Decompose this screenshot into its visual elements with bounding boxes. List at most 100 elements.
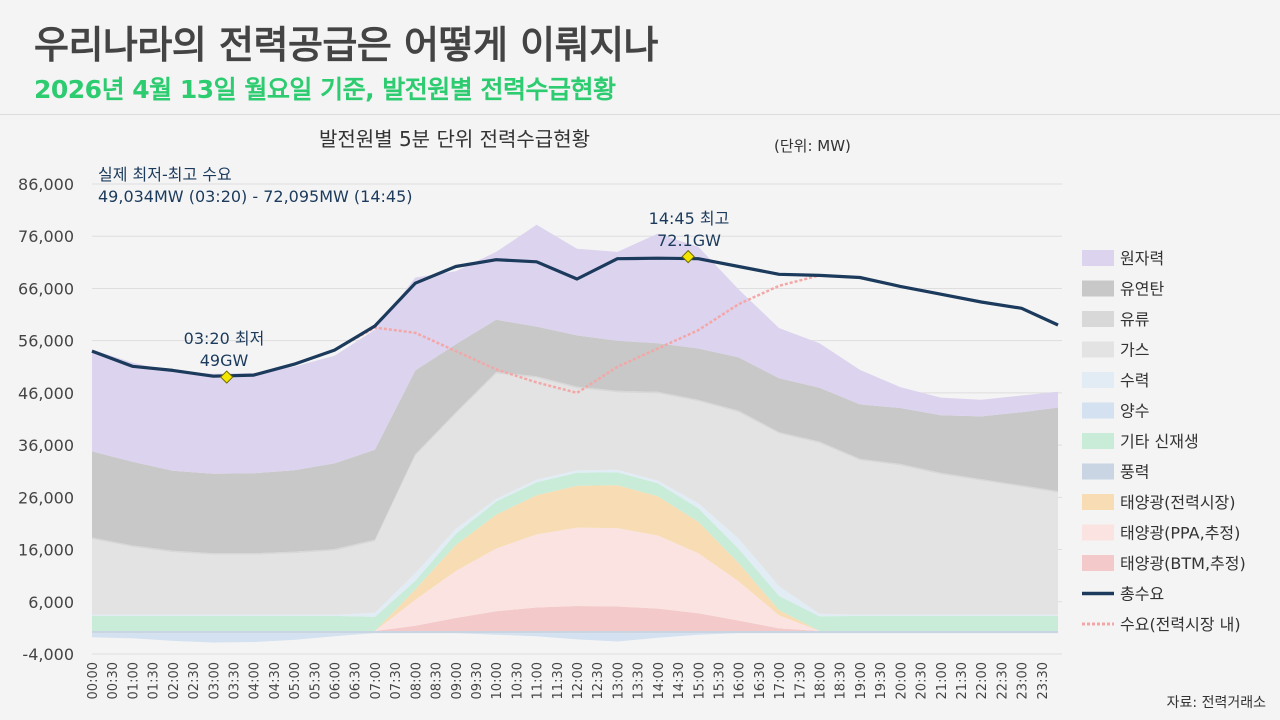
y-tick-label: 86,000 — [18, 175, 74, 194]
legend-swatch — [1082, 555, 1114, 571]
legend-label: 유류 — [1120, 310, 1149, 329]
x-tick-label: 11:00 — [531, 662, 546, 699]
x-tick-label: 00:00 — [86, 662, 101, 699]
legend-swatch — [1082, 372, 1114, 388]
area-태양광(전력시장) — [92, 485, 1058, 631]
legend-swatch — [1082, 433, 1114, 449]
legend-label: 유연탄 — [1120, 280, 1164, 299]
x-tick-label: 11:30 — [551, 662, 566, 699]
y-tick-label: -4,000 — [22, 645, 74, 664]
x-tick-label: 12:00 — [571, 662, 586, 699]
x-tick-label: 03:00 — [207, 662, 222, 699]
x-tick-label: 18:00 — [814, 662, 829, 699]
x-tick-label: 05:00 — [288, 662, 303, 699]
legend-label: 풍력 — [1120, 463, 1149, 482]
y-tick-label: 26,000 — [18, 488, 74, 507]
area-원자력 — [92, 224, 1058, 474]
x-tick-label: 06:30 — [349, 662, 364, 699]
area-가스 — [92, 373, 1058, 615]
line-total-demand — [91, 256, 1059, 378]
area-풍력 — [92, 631, 1058, 634]
demand-lines — [91, 249, 1059, 395]
page-subtitle: 2026년 4월 13일 월요일 기준, 발전원별 전력수급현황 — [34, 75, 616, 104]
x-tick-label: 15:30 — [712, 662, 727, 699]
legend-label: 양수 — [1120, 402, 1149, 421]
x-tick-label: 23:30 — [1036, 662, 1051, 699]
header-divider — [0, 114, 1280, 115]
range-annotation-line1: 실제 최저-최고 수요 — [98, 165, 232, 184]
x-tick-label: 22:30 — [995, 662, 1010, 699]
x-tick-label: 04:00 — [248, 662, 263, 699]
stacked-areas — [92, 224, 1058, 643]
legend-swatch — [1082, 494, 1114, 510]
y-tick-label: 46,000 — [18, 384, 74, 403]
x-tick-label: 01:30 — [147, 662, 162, 699]
max-point-marker — [681, 249, 695, 264]
legend-label: 태양광(전력시장) — [1120, 493, 1236, 512]
x-tick-label: 02:00 — [167, 662, 182, 699]
x-tick-label: 06:00 — [329, 662, 344, 699]
x-tick-label: 02:30 — [187, 662, 202, 699]
area-태양광(BTM,추정) — [92, 606, 1058, 631]
x-tick-label: 09:30 — [470, 662, 485, 699]
x-tick-label: 07:30 — [389, 662, 404, 699]
area-양수 — [92, 633, 1058, 643]
x-tick-label: 13:00 — [611, 662, 626, 699]
x-tick-label: 18:30 — [834, 662, 849, 699]
x-tick-label: 12:30 — [591, 662, 606, 699]
source-note: 자료: 전력거래소 — [1166, 695, 1266, 711]
x-axis: 00:00 00:30 01:00 01:30 02:00 02:30 03:00 03:30… — [86, 662, 1051, 699]
x-tick-label: 13:30 — [632, 662, 647, 699]
x-tick-label: 17:30 — [793, 662, 808, 699]
range-annotation-line2: 49,034MW (03:20) - 72,095MW (14:45) — [98, 187, 413, 206]
min-point-marker — [220, 370, 234, 384]
legend-label: 원자력 — [1120, 249, 1164, 268]
legend-swatch — [1082, 280, 1114, 297]
y-tick-label: 36,000 — [18, 436, 74, 455]
area-유연탄 — [92, 319, 1058, 554]
x-tick-label: 03:30 — [227, 662, 242, 699]
min-annotation-line2: 49GW — [200, 351, 249, 370]
x-tick-label: 05:30 — [308, 662, 323, 699]
legend-swatch — [1082, 250, 1114, 266]
legend-label: 수력 — [1120, 371, 1149, 390]
legend-swatch — [1082, 524, 1114, 541]
legend-swatch — [1082, 463, 1114, 480]
annotations: 실제 최저-최고 수요 49,034MW (03:20) - 72,095MW … — [98, 165, 729, 370]
x-tick-label: 00:30 — [106, 662, 121, 699]
x-tick-label: 23:00 — [1016, 662, 1031, 699]
x-tick-label: 19:30 — [874, 662, 889, 699]
x-tick-label: 16:00 — [733, 662, 748, 699]
chart-unit: (단위: MW) — [774, 137, 851, 155]
legend-label: 태양광(BTM,추정) — [1120, 554, 1246, 573]
x-tick-label: 22:00 — [975, 662, 990, 699]
x-tick-label: 08:00 — [409, 662, 424, 699]
legend-label: 태양광(PPA,추정) — [1120, 524, 1240, 543]
x-tick-label: 04:30 — [268, 662, 283, 699]
legend-label: 가스 — [1120, 341, 1149, 360]
x-tick-label: 07:00 — [369, 662, 384, 699]
chart-title-text: 발전원별 5분 단위 전력수급현황 — [319, 127, 590, 151]
y-tick-label: 66,000 — [18, 279, 74, 298]
area-태양광(PPA,추정) — [92, 527, 1058, 631]
x-tick-label: 20:30 — [915, 662, 930, 699]
y-tick-label: 16,000 — [18, 541, 74, 560]
y-tick-label: 76,000 — [18, 227, 74, 246]
x-tick-label: 21:00 — [935, 662, 950, 699]
y-tick-label: 56,000 — [18, 332, 74, 351]
x-tick-label: 10:30 — [510, 662, 525, 699]
legend-label: 수요(전력시장 내) — [1120, 615, 1241, 634]
min-annotation-line1: 03:20 최저 — [184, 329, 265, 348]
x-tick-label: 15:00 — [692, 662, 707, 699]
x-tick-label: 01:00 — [126, 662, 141, 699]
legend-label: 총수요 — [1120, 585, 1164, 604]
x-tick-label: 17:00 — [773, 662, 788, 699]
legend-swatch — [1082, 311, 1114, 327]
chart-title: 발전원별 5분 단위 전력수급현황 — [319, 127, 590, 151]
x-tick-label: 14:30 — [672, 662, 687, 699]
x-tick-label: 10:00 — [490, 662, 505, 699]
page-title: 우리나라의 전력공급은 어떻게 이뤄지나 — [34, 23, 659, 67]
x-tick-label: 21:30 — [955, 662, 970, 699]
